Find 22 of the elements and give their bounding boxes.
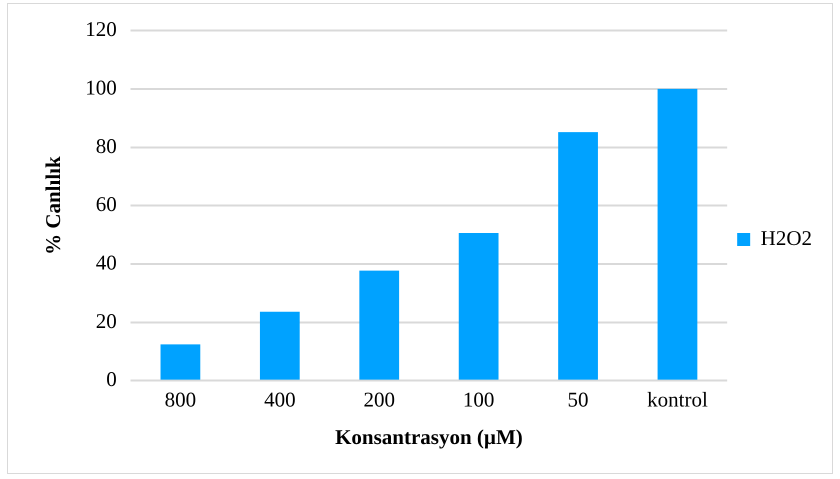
bar — [458, 233, 499, 380]
bar — [260, 312, 300, 380]
y-tick-label: 60 — [96, 192, 117, 216]
x-tick-label: kontrol — [647, 388, 708, 412]
y-tick-label: 80 — [96, 134, 117, 158]
x-tick-label: 100 — [462, 388, 494, 412]
x-tick-label: 400 — [264, 388, 296, 412]
y-tick-label: 40 — [96, 250, 117, 274]
x-axis-title: Konsantrasyon (µM) — [335, 424, 523, 449]
y-axis-title: % Canlılık — [41, 156, 66, 255]
y-tick-label: 20 — [96, 308, 117, 333]
bar — [558, 132, 598, 380]
bar — [658, 88, 698, 380]
y-tick-label: 0 — [106, 367, 117, 392]
legend-label: H2O2 — [760, 226, 812, 250]
y-tick-label: 100 — [85, 75, 117, 100]
y-tick-label: 120 — [85, 17, 117, 42]
x-tick-label: 200 — [363, 388, 395, 412]
bar — [359, 270, 400, 380]
x-tick-label: 50 — [568, 388, 589, 412]
x-tick-label: 800 — [164, 388, 196, 412]
bar — [160, 344, 200, 380]
